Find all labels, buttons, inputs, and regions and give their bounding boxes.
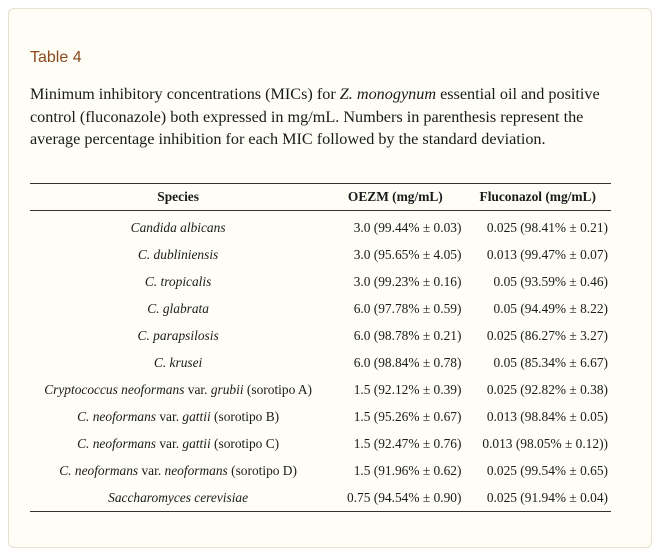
species-name: C. neoformans <box>77 408 156 424</box>
cell-oezm: 3.0 (99.44% ± 0.03) <box>353 219 462 235</box>
header-species: Species <box>157 189 199 204</box>
species-name: C. neoformans <box>59 462 139 478</box>
species-serotype: (sorotipo C) <box>210 435 280 451</box>
species-name: C. glabrata <box>147 300 209 316</box>
cell-species: C. dubliniensis <box>30 241 326 268</box>
cell-oezm: 0.75 (94.54% ± 0.90) <box>347 489 462 505</box>
mic-table: Species OEZM (mg/mL) Fluconazol (mg/mL) … <box>30 183 611 512</box>
table-row: C. neoformans var. gattii (sorotipo B) 1.… <box>30 403 611 430</box>
cell-species: Saccharomyces cerevisiae <box>30 484 326 512</box>
caption-species: Z. monogynum <box>339 85 437 103</box>
caption-text-2: essential oil and positive control (fluc… <box>30 85 600 148</box>
cell-species: C. parapsilosis <box>30 322 326 349</box>
species-name: C. krusei <box>153 354 203 370</box>
caption-text-1: Minimum inhibitory concentrations (MICs)… <box>30 85 340 103</box>
cell-oezm: 1.5 (91.96% ± 0.62) <box>353 462 462 478</box>
species-serotype: (sorotipo A) <box>243 381 313 397</box>
header-oezm: OEZM (mg/mL) <box>347 189 443 204</box>
cell-fluconazol: 0.025 (98.41% ± 0.21) <box>486 219 608 235</box>
species-var: var. <box>155 408 183 424</box>
table-row: C. glabrata 6.0 (97.78% ± 0.59) 0.05 (94.4… <box>30 295 611 322</box>
species-serotype: (sorotipo D) <box>227 462 297 478</box>
species-name: C. parapsilosis <box>137 327 219 343</box>
species-var: var. <box>155 435 183 451</box>
cell-fluconazol: 0.05 (85.34% ± 6.67) <box>493 354 608 370</box>
species-serotype: (sorotipo B) <box>210 408 280 424</box>
cell-species: Candida albicans <box>30 211 326 242</box>
cell-oezm: 1.5 (92.47% ± 0.76) <box>353 435 462 451</box>
species-name: C. tropicalis <box>144 273 212 289</box>
table-caption: Minimum inhibitory concentrations (MICs)… <box>30 83 634 151</box>
table-row: C. krusei 6.0 (98.84% ± 0.78) 0.05 (85.34%… <box>30 349 611 376</box>
table-row: C. neoformans var. neoformans (sorotipo … <box>30 457 611 484</box>
species-name: Candida albicans <box>130 219 226 235</box>
cell-fluconazol: 0.013 (98.05% ± 0.12)) <box>482 435 608 451</box>
cell-species: C. tropicalis <box>30 268 326 295</box>
cell-oezm: 1.5 (92.12% ± 0.39) <box>353 381 462 397</box>
species-name: Saccharomyces cerevisiae <box>108 489 249 505</box>
cell-fluconazol: 0.05 (94.49% ± 8.22) <box>493 300 608 316</box>
table-panel: Table 4 Minimum inhibitory concentration… <box>8 8 652 548</box>
cell-oezm: 6.0 (97.78% ± 0.59) <box>353 300 462 316</box>
table-row: Candida albicans 3.0 (99.44% ± 0.03) 0.025… <box>30 211 611 242</box>
cell-species: C. neoformans var. neoformans (sorotipo … <box>30 457 326 484</box>
cell-oezm: 1.5 (95.26% ± 0.67) <box>353 408 462 424</box>
cell-fluconazol: 0.025 (86.27% ± 3.27) <box>486 327 608 343</box>
table-row: C. neoformans var. gattii (sorotipo C) 1.… <box>30 430 611 457</box>
cell-species: Cryptococcus neoformans var. grubii (sor… <box>30 376 326 403</box>
cell-species: C. neoformans var. gattii (sorotipo B) <box>30 403 326 430</box>
table-row: C. dubliniensis 3.0 (95.65% ± 4.05) 0.013 … <box>30 241 611 268</box>
species-var: var. <box>138 462 165 478</box>
table-header-row: Species OEZM (mg/mL) Fluconazol (mg/mL) <box>30 183 611 211</box>
table-row: C. tropicalis 3.0 (99.23% ± 0.16) 0.05 (93… <box>30 268 611 295</box>
cell-fluconazol: 0.025 (91.94% ± 0.04) <box>486 489 608 505</box>
table-row: Saccharomyces cerevisiae 0.75 (94.54% ± 0… <box>30 484 611 512</box>
cell-fluconazol: 0.025 (92.82% ± 0.38) <box>486 381 608 397</box>
cell-oezm: 3.0 (99.23% ± 0.16) <box>353 273 462 289</box>
table-row: Cryptococcus neoformans var. grubii (sor… <box>30 376 611 403</box>
header-fluconazol: Fluconazol (mg/mL) <box>479 189 596 204</box>
cell-species: C. glabrata <box>30 295 326 322</box>
cell-oezm: 6.0 (98.84% ± 0.78) <box>353 354 462 370</box>
cell-oezm: 6.0 (98.78% ± 0.21) <box>353 327 462 343</box>
species-name: C. dubliniensis <box>137 246 219 262</box>
species-variety: gattii <box>182 435 211 451</box>
species-name: Cryptococcus neoformans <box>44 381 185 397</box>
species-var: var. <box>184 381 211 397</box>
species-variety: gattii <box>182 408 211 424</box>
cell-oezm: 3.0 (95.65% ± 4.05) <box>353 246 462 262</box>
cell-species: C. krusei <box>30 349 326 376</box>
cell-fluconazol: 0.025 (99.54% ± 0.65) <box>486 462 608 478</box>
species-variety: neoformans <box>164 462 228 478</box>
cell-fluconazol: 0.013 (98.84% ± 0.05) <box>486 408 608 424</box>
species-variety: grubii <box>210 381 244 397</box>
table-label: Table 4 <box>30 49 82 66</box>
cell-fluconazol: 0.05 (93.59% ± 0.46) <box>493 273 608 289</box>
cell-species: C. neoformans var. gattii (sorotipo C) <box>30 430 326 457</box>
table-row: C. parapsilosis 6.0 (98.78% ± 0.21) 0.025 … <box>30 322 611 349</box>
cell-fluconazol: 0.013 (99.47% ± 0.07) <box>486 246 608 262</box>
species-name: C. neoformans <box>77 435 156 451</box>
